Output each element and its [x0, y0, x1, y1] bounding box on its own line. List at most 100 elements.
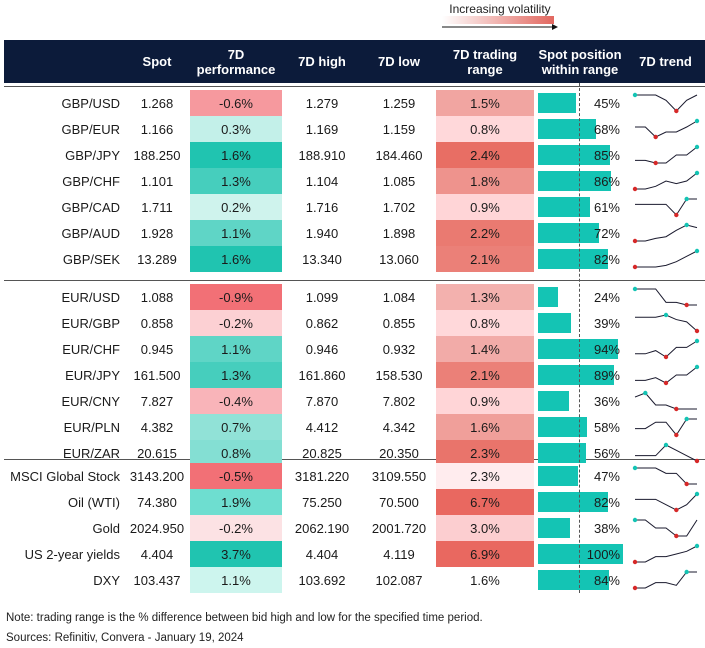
spot-value: 103.437: [133, 572, 181, 588]
trend-high-point: [694, 248, 700, 254]
trend-sparkline: [635, 312, 700, 334]
perf-value: 1.1%: [190, 567, 282, 593]
instrument-label: GBP/CHF: [62, 173, 120, 189]
trend-line: [635, 493, 698, 511]
position-bar: [538, 197, 590, 217]
trend-sparkline: [635, 338, 700, 360]
trend-line: [635, 571, 697, 589]
range-value: 6.7%: [436, 489, 534, 515]
trend-sparkline: [632, 543, 700, 565]
position-percent: 86%: [593, 173, 620, 189]
trend-line: [635, 198, 697, 216]
position-cell: 56%: [534, 440, 626, 466]
trend-high-point: [632, 92, 638, 98]
perf-value: 0.8%: [190, 440, 282, 466]
range-value: 2.1%: [436, 246, 534, 272]
trend-line: [635, 444, 698, 462]
position-bar: [538, 145, 611, 165]
high-value: 1.099: [305, 289, 339, 305]
trend-line: [635, 288, 697, 306]
trend-sparkline: [635, 364, 700, 386]
trend-high-point: [643, 390, 648, 396]
high-value: 1.104: [305, 173, 339, 189]
perf-value: 0.3%: [190, 116, 282, 142]
position-bar: [538, 313, 572, 333]
trend-sparkline: [635, 442, 700, 464]
position-cell: 86%: [534, 168, 626, 194]
range-value: 1.6%: [436, 567, 534, 593]
header-spot-position: Spot position within range: [538, 46, 622, 77]
header-7d-trend: 7D trend: [639, 54, 692, 69]
trend-low-point: [653, 134, 658, 140]
spot-value: 0.858: [140, 315, 174, 331]
footnotes: Note: trading range is the % difference …: [6, 608, 483, 648]
spot-value: 74.380: [137, 494, 177, 510]
high-value: 20.825: [302, 445, 342, 461]
table-row: US 2-year yields 4.404 3.7% 4.404 4.119 6.9% 1…: [4, 541, 705, 567]
trend-sparkline: [632, 465, 697, 487]
trend-line: [635, 314, 698, 332]
range-value: 1.6%: [436, 414, 534, 440]
position-bar: [538, 287, 559, 307]
trend-line: [635, 366, 698, 384]
trend-high-point: [684, 569, 689, 575]
trend-low-point: [653, 160, 658, 166]
position-cell: 72%: [534, 220, 626, 246]
trend-low-point: [674, 507, 679, 513]
trend-line: [635, 545, 698, 563]
trend-high-point: [694, 144, 700, 150]
instrument-label: MSCI Global Stock: [10, 468, 120, 484]
instrument-label: EUR/JPY: [65, 367, 120, 383]
position-bar: [538, 443, 586, 463]
high-value: 3181.220: [294, 468, 350, 484]
table-row: EUR/USD 1.088 -0.9% 1.099 1.084 1.3% 24%: [4, 284, 705, 310]
perf-value: 1.6%: [190, 142, 282, 168]
trend-high-point: [684, 196, 689, 202]
trend-sparkline: [635, 416, 697, 438]
high-value: 161.860: [298, 367, 346, 383]
trend-high-point: [694, 364, 700, 370]
trend-high-point: [632, 286, 638, 292]
instrument-label: EUR/CNY: [61, 393, 120, 409]
range-value: 0.9%: [436, 194, 534, 220]
position-bar: [538, 365, 614, 385]
trend-line: [635, 94, 698, 112]
instrument-label: GBP/USD: [61, 95, 120, 111]
position-bar: [538, 171, 612, 191]
low-value: 1.085: [382, 173, 416, 189]
trend-high-point: [694, 543, 700, 549]
volatility-arrow-icon: [442, 16, 558, 30]
trend-line: [635, 418, 697, 436]
high-value: 1.279: [305, 95, 339, 111]
range-value: 2.4%: [436, 142, 534, 168]
header-7d-low: 7D low: [378, 54, 420, 69]
trend-low-point: [674, 533, 679, 539]
high-value: 188.910: [298, 147, 346, 163]
trend-line: [635, 467, 697, 485]
position-percent: 89%: [593, 367, 620, 383]
low-value: 1.898: [382, 225, 416, 241]
low-value: 13.060: [379, 251, 419, 267]
instrument-label: DXY: [93, 572, 120, 588]
position-midline: [579, 83, 580, 593]
position-cell: 82%: [534, 489, 626, 515]
spot-value: 7.827: [140, 393, 174, 409]
position-percent: 58%: [593, 419, 620, 435]
trend-low-point: [674, 406, 679, 412]
position-bar: [538, 570, 610, 590]
spot-value: 20.615: [137, 445, 177, 461]
position-cell: 85%: [534, 142, 626, 168]
table-row: MSCI Global Stock 3143.200 -0.5% 3181.220 31…: [4, 463, 705, 489]
range-value: 2.1%: [436, 362, 534, 388]
low-value: 1.084: [382, 289, 416, 305]
position-bar: [538, 466, 578, 486]
position-percent: 100%: [586, 546, 620, 562]
table-row: EUR/PLN 4.382 0.7% 4.412 4.342 1.6% 58%: [4, 414, 705, 440]
position-percent: 68%: [593, 121, 620, 137]
header-instrument: [4, 40, 124, 83]
position-percent: 24%: [593, 289, 620, 305]
position-cell: 47%: [534, 463, 626, 489]
spot-value: 0.945: [140, 341, 174, 357]
trend-sparkline: [632, 569, 697, 591]
range-value: 1.8%: [436, 168, 534, 194]
